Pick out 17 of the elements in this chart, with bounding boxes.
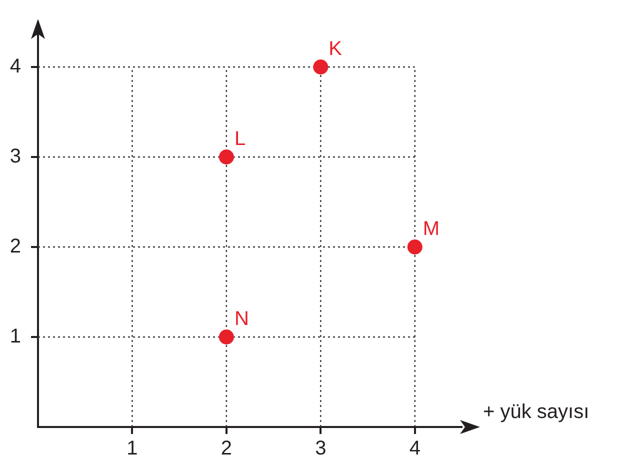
point (218, 330, 234, 344)
x-axis-title: + yük sayısı (483, 401, 590, 424)
y-tick-label: 3 (10, 146, 21, 168)
annotation: N (234, 308, 249, 330)
point (313, 60, 328, 74)
x-tick-label: 4 (409, 438, 420, 460)
annotation: K (328, 38, 343, 60)
point (407, 240, 422, 254)
x-tick-label: 1 (126, 438, 138, 460)
point (218, 150, 234, 164)
x-tick-label: 3 (315, 438, 326, 460)
annotation: L (234, 128, 246, 150)
y-tick-label: 1 (10, 326, 21, 348)
y-tick-label: 4 (10, 56, 21, 78)
annotation: M (422, 218, 440, 240)
y-tick-label: 2 (10, 236, 21, 258)
x-tick-label: 2 (220, 438, 232, 460)
